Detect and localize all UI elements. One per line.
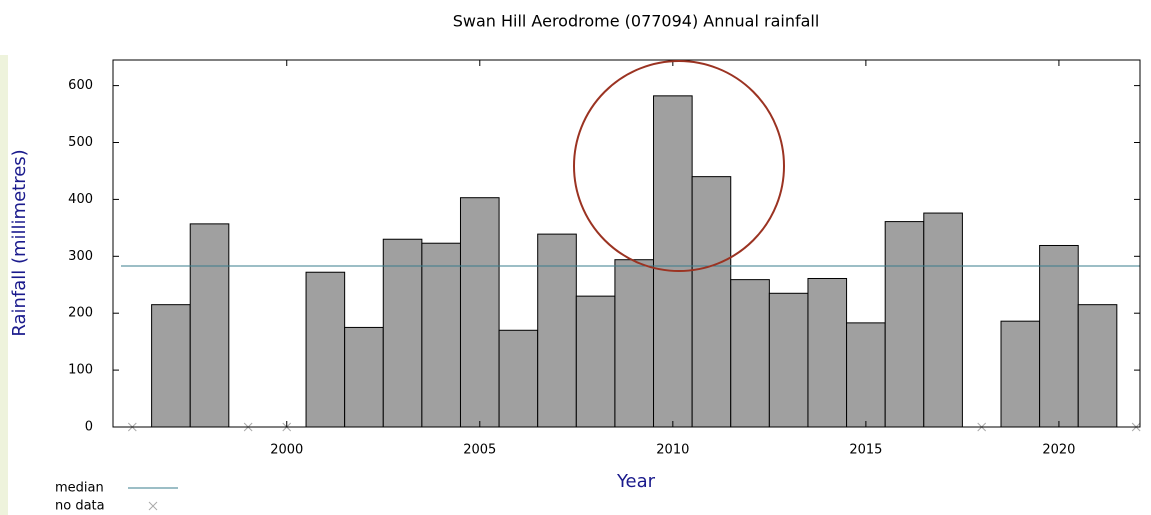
y-tick-label: 500 [68, 135, 93, 150]
bar [768, 292, 809, 428]
cross-stroke [148, 501, 158, 511]
chart-title: Swan Hill Aerodrome (077094) Annual rain… [453, 12, 820, 31]
y-axis-label: Rainfall (millimetres) [9, 149, 30, 336]
legend-median: median [55, 481, 104, 496]
x-axis-label: Year [616, 471, 656, 492]
bar [846, 322, 886, 428]
y-tick-label: 600 [68, 78, 93, 93]
y-tick-label: 0 [85, 420, 93, 435]
bar [807, 277, 848, 428]
bar [730, 279, 770, 428]
no-data-marker [148, 501, 158, 511]
x-tick-label: 2020 [1042, 443, 1075, 458]
bar [923, 212, 963, 428]
bar [305, 271, 346, 428]
x-tick-label: 2005 [463, 443, 496, 458]
bar [344, 326, 384, 428]
side-strip [0, 55, 8, 515]
bar [498, 329, 539, 428]
legend-no-data: no data [55, 499, 105, 514]
bar [575, 295, 616, 428]
bar [1039, 244, 1079, 428]
bar [653, 95, 693, 428]
bar [151, 304, 191, 428]
bar [382, 238, 423, 428]
bar [459, 197, 500, 428]
bar [189, 223, 230, 428]
bar [884, 221, 925, 428]
bar [1000, 320, 1041, 428]
x-tick-label: 2010 [656, 443, 689, 458]
annotation-circle [573, 60, 785, 272]
y-tick-label: 400 [68, 192, 93, 207]
bar [691, 176, 732, 428]
bar [537, 233, 577, 428]
bar [421, 242, 461, 428]
y-tick-label: 200 [68, 306, 93, 321]
y-tick-label: 100 [68, 363, 93, 378]
plot-frame [112, 59, 1141, 428]
bar [1077, 304, 1118, 428]
x-tick-label: 2015 [849, 443, 882, 458]
bar [614, 259, 655, 428]
y-tick-label: 300 [68, 249, 93, 264]
x-tick-label: 2000 [270, 443, 303, 458]
